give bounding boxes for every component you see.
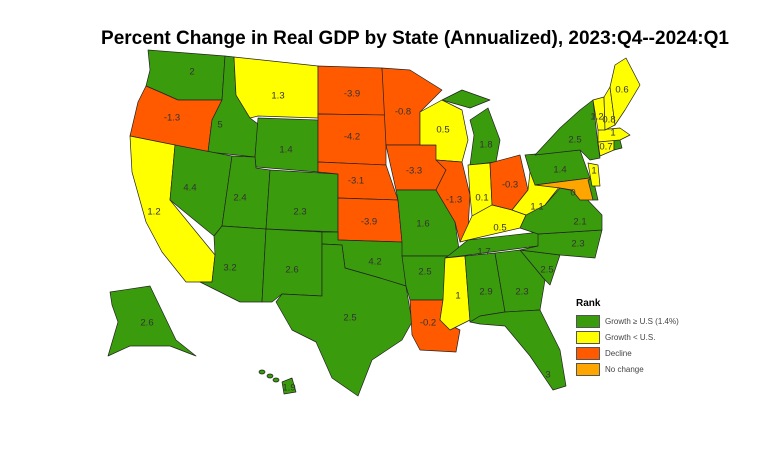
legend: Rank Growth ≥ U.S (1.4%) Growth < U.S. D… — [576, 298, 679, 377]
state-value-label: -3.3 — [406, 166, 422, 177]
map-title: Percent Change in Real GDP by State (Ann… — [101, 28, 729, 49]
state-value-label: 3.2 — [223, 263, 236, 274]
state-value-label: 1.2 — [147, 207, 160, 218]
legend-item-growth-ge-us: Growth ≥ U.S (1.4%) — [576, 313, 679, 329]
state-value-label: 1.4 — [279, 145, 292, 156]
legend-item-decline: Decline — [576, 345, 679, 361]
legend-swatch — [576, 314, 600, 328]
state-mt — [233, 56, 319, 119]
state-co — [265, 169, 339, 233]
state-value-label: 1 — [455, 291, 460, 302]
state-value-label: 0.7 — [599, 142, 612, 153]
state-value-label: 2.5 — [568, 135, 581, 146]
state-value-label: 0 — [570, 188, 575, 199]
state-fl — [469, 309, 567, 391]
state-value-label: -3.9 — [361, 217, 377, 228]
state-value-label: 2.1 — [573, 217, 586, 228]
state-value-label: 4.2 — [368, 257, 381, 268]
state-value-label: 5 — [217, 120, 222, 131]
state-hi-island — [272, 377, 280, 383]
state-value-label: 0.8 — [602, 115, 615, 126]
state-value-label: 2.5 — [540, 265, 553, 276]
state-value-label: 0.6 — [615, 85, 628, 96]
state-value-label: -4.2 — [344, 132, 360, 143]
legend-swatch — [576, 362, 600, 376]
state-mi — [441, 89, 491, 109]
state-value-label: 2.6 — [140, 318, 153, 329]
state-value-label: 2.4 — [233, 193, 246, 204]
state-value-label: 2.5 — [418, 267, 431, 278]
state-ak — [107, 285, 197, 357]
state-value-label: -3.9 — [344, 89, 360, 100]
state-tx — [275, 243, 413, 397]
state-ma — [597, 127, 631, 143]
state-value-label: 1.9 — [282, 383, 295, 394]
state-value-label: 2.6 — [285, 265, 298, 276]
legend-item-growth-lt-us: Growth < U.S. — [576, 329, 679, 345]
state-value-label: 2.9 — [479, 287, 492, 298]
state-value-label: 1 — [591, 166, 596, 177]
state-value-label: 1.6 — [416, 219, 429, 230]
state-value-label: 2.3 — [515, 287, 528, 298]
state-value-label: -0.2 — [420, 318, 436, 329]
state-value-label: 1.7 — [477, 247, 490, 258]
state-ny — [534, 99, 601, 161]
legend-item-no-change: No change — [576, 361, 679, 377]
state-value-label: 2 — [189, 67, 194, 78]
state-value-label: 2.3 — [293, 207, 306, 218]
state-nj — [587, 162, 601, 187]
legend-swatch — [576, 330, 600, 344]
state-value-label: 3 — [545, 370, 550, 381]
state-value-label: -3.1 — [348, 176, 364, 187]
state-ar — [401, 255, 449, 301]
state-value-label: 1 — [610, 128, 615, 139]
state-me — [609, 57, 641, 126]
state-mi — [469, 107, 501, 166]
state-value-label: 4.4 — [183, 183, 196, 194]
state-value-label: 1.8 — [479, 140, 492, 151]
state-value-label: -0.8 — [395, 107, 411, 118]
state-md — [534, 177, 594, 201]
state-hi-island — [258, 369, 266, 375]
state-value-label: -1.3 — [164, 113, 180, 124]
legend-swatch — [576, 346, 600, 360]
legend-label: No change — [605, 364, 644, 374]
state-value-label: 2.5 — [343, 313, 356, 324]
state-value-label: -0.3 — [502, 180, 518, 191]
legend-label: Growth < U.S. — [605, 332, 656, 342]
state-value-label: 1.4 — [553, 165, 566, 176]
legend-label: Decline — [605, 348, 632, 358]
state-value-label: 0.5 — [436, 125, 449, 136]
legend-label: Growth ≥ U.S (1.4%) — [605, 316, 679, 326]
state-value-label: 0.5 — [493, 223, 506, 234]
legend-title: Rank — [576, 298, 601, 309]
state-value-label: 2.3 — [571, 239, 584, 250]
state-hi-island — [266, 373, 274, 379]
state-value-label: 1.3 — [271, 91, 284, 102]
state-value-label: 0.1 — [475, 193, 488, 204]
state-value-label: 1.1 — [530, 202, 543, 213]
state-value-label: 1.2 — [590, 112, 603, 123]
state-value-label: -1.3 — [446, 195, 462, 206]
state-ri — [613, 139, 623, 151]
state-wy — [254, 117, 319, 173]
state-hi — [281, 377, 297, 395]
